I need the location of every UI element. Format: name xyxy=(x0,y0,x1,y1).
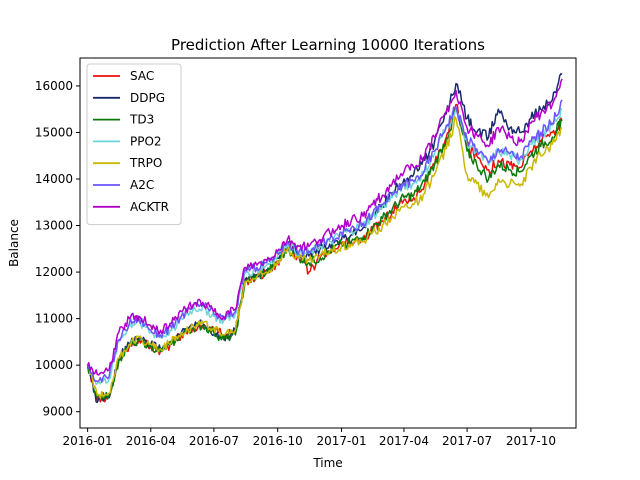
y-tick-label: 11000 xyxy=(35,312,73,326)
legend-label: ACKTR xyxy=(130,200,169,214)
x-tick-label: 2016-07 xyxy=(189,434,239,448)
chart-title: Prediction After Learning 10000 Iteratio… xyxy=(171,36,485,54)
plot-area xyxy=(86,73,563,404)
x-tick-label: 2017-01 xyxy=(316,434,366,448)
legend-label: DDPG xyxy=(130,91,165,105)
y-tick-label: 12000 xyxy=(35,265,73,279)
legend: SAC DDPG TD3 PPO2 TRPO A2C ACKTR xyxy=(86,63,182,226)
series-line-acktr xyxy=(86,78,563,376)
x-tick-label: 2016-10 xyxy=(253,434,303,448)
y-axis: 9000 10000 11000 12000 13000 14000 15000 16000 xyxy=(35,79,80,419)
y-tick-label: 13000 xyxy=(35,219,73,233)
legend-label: SAC xyxy=(130,69,154,83)
y-axis-label: Balance xyxy=(7,219,21,267)
y-tick-label: 9000 xyxy=(42,405,73,419)
legend-label: TD3 xyxy=(129,113,154,127)
x-tick-label: 2017-07 xyxy=(442,434,492,448)
x-tick-label: 2017-10 xyxy=(506,434,556,448)
y-tick-label: 15000 xyxy=(35,125,73,139)
x-tick-label: 2016-01 xyxy=(63,434,113,448)
x-tick-label: 2016-04 xyxy=(126,434,176,448)
y-tick-label: 10000 xyxy=(35,358,73,372)
plot-frame xyxy=(79,57,577,429)
legend-label: A2C xyxy=(130,178,154,192)
legend-label: TRPO xyxy=(129,156,162,170)
x-axis-label: Time xyxy=(312,456,342,470)
series-line-trpo xyxy=(87,116,563,399)
x-tick-label: 2017-04 xyxy=(379,434,429,448)
series-layer xyxy=(86,73,563,404)
legend-label: PPO2 xyxy=(130,134,162,148)
y-tick-label: 14000 xyxy=(35,172,73,186)
x-axis: 2016-01 2016-04 2016-07 2016-10 2017-01 2017-… xyxy=(63,428,556,448)
y-tick-label: 16000 xyxy=(35,79,73,93)
series-line-a2c xyxy=(86,99,563,383)
